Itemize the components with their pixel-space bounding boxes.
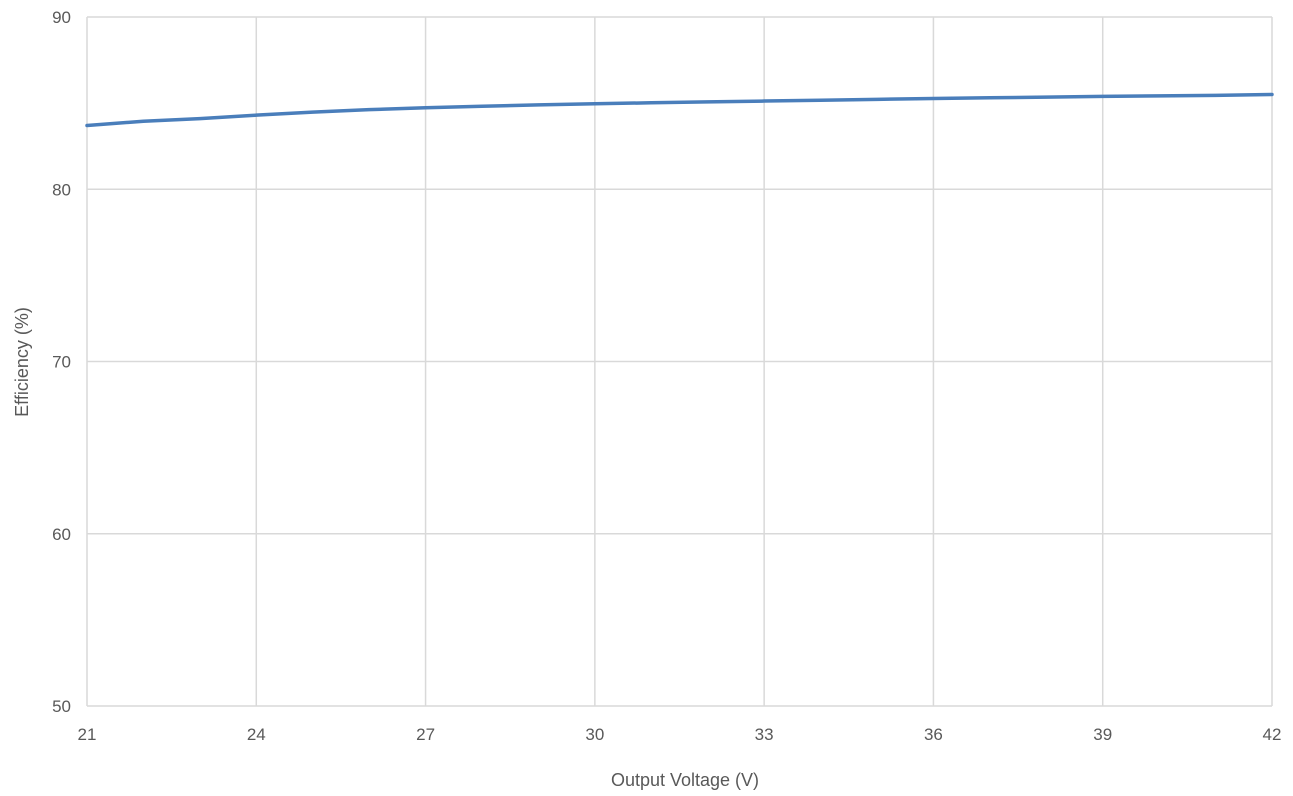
gridlines bbox=[86, 16, 1273, 707]
x-tick-label-36: 36 bbox=[924, 725, 943, 744]
x-tick-label-33: 33 bbox=[755, 725, 774, 744]
data-point bbox=[142, 120, 145, 123]
y-tick-label-60: 60 bbox=[52, 525, 71, 544]
data-point bbox=[1045, 95, 1048, 99]
y-tick-label-80: 80 bbox=[52, 180, 71, 199]
data-point bbox=[650, 101, 653, 104]
data-point bbox=[480, 105, 484, 108]
data-point bbox=[1157, 94, 1161, 98]
data-point bbox=[537, 103, 540, 107]
data-point bbox=[875, 98, 879, 101]
data-point bbox=[1214, 94, 1217, 97]
x-tick-label-21: 21 bbox=[78, 725, 97, 744]
x-tick-label-39: 39 bbox=[1093, 725, 1112, 744]
y-tick-label-50: 50 bbox=[52, 697, 71, 716]
x-tick-label-42: 42 bbox=[1263, 725, 1282, 744]
data-point bbox=[255, 113, 258, 117]
series-line-0 bbox=[85, 92, 1274, 128]
data-point bbox=[988, 96, 992, 99]
data-point bbox=[424, 106, 427, 109]
tick-labels: 21 24 27 30 33 36 39 42 50 60 70 80 90 bbox=[52, 8, 1281, 744]
data-point bbox=[762, 99, 766, 103]
x-tick-label-30: 30 bbox=[585, 725, 604, 744]
y-axis-title: Efficiency (%) bbox=[12, 307, 32, 417]
series-layer bbox=[85, 92, 1274, 128]
data-point bbox=[706, 100, 709, 104]
data-point bbox=[1101, 95, 1104, 98]
data-point bbox=[198, 117, 202, 120]
x-tick-label-24: 24 bbox=[247, 725, 266, 744]
y-tick-label-90: 90 bbox=[52, 8, 71, 27]
data-point bbox=[367, 108, 371, 111]
y-tick-label-70: 70 bbox=[52, 353, 71, 372]
x-axis-title: Output Voltage (V) bbox=[611, 770, 759, 790]
data-point bbox=[932, 97, 935, 100]
data-point bbox=[85, 124, 89, 127]
x-tick-label-27: 27 bbox=[416, 725, 435, 744]
data-point bbox=[1270, 93, 1274, 96]
data-point bbox=[593, 102, 597, 106]
data-point bbox=[311, 110, 314, 114]
data-point bbox=[819, 98, 822, 102]
